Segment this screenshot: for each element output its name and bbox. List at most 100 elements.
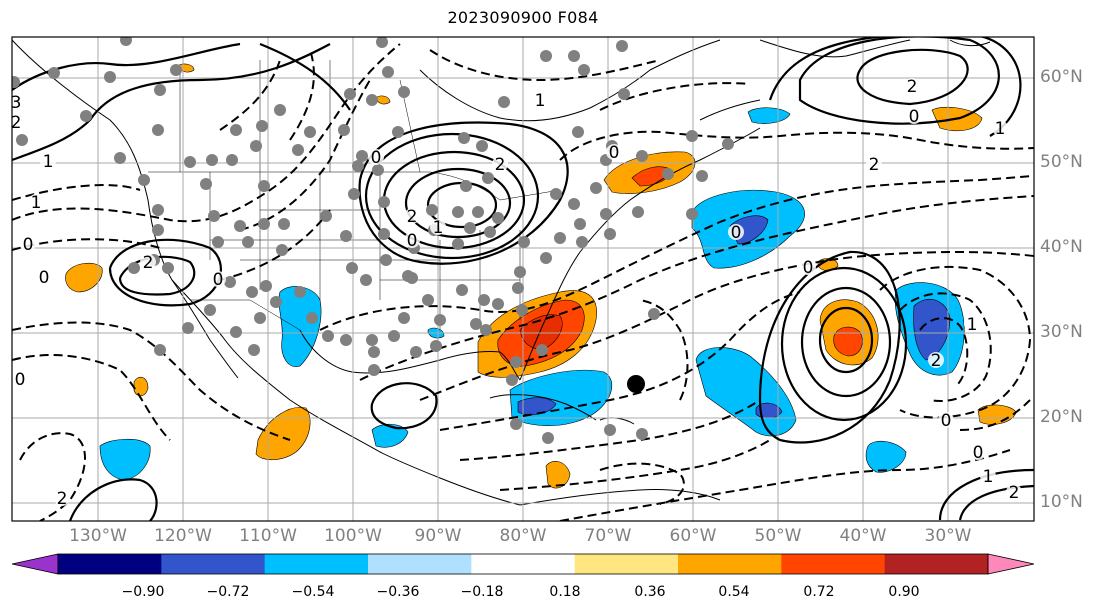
- lon-label-100: 100°W: [324, 526, 382, 546]
- station-dot: [696, 170, 708, 182]
- coastline-gulf: [299, 329, 521, 381]
- station-dot: [516, 304, 528, 316]
- contour-label: 2: [495, 155, 506, 175]
- contour-label: 0: [39, 268, 50, 288]
- station-dot: [498, 96, 510, 108]
- contour-label: 2: [869, 155, 880, 175]
- graticule: [12, 37, 1034, 521]
- contour-label-bg: [532, 92, 548, 108]
- station-dot: [344, 88, 356, 100]
- station-dot: [204, 304, 216, 316]
- station-dot: [260, 280, 272, 292]
- contour-label-bg: [12, 94, 24, 110]
- station-dot: [480, 324, 492, 336]
- station-dot: [234, 220, 246, 232]
- contour-dash-19: [219, 49, 315, 141]
- station-dot: [492, 298, 504, 310]
- colorbar-tick: 0.36: [634, 584, 666, 600]
- contour-label: 0: [609, 143, 620, 163]
- station-dot: [476, 140, 488, 152]
- contour-label-bg: [404, 232, 420, 248]
- lat-label-30: 30°N: [1040, 322, 1083, 342]
- contour-label: 0: [941, 411, 952, 431]
- contour-label-bg: [492, 156, 508, 172]
- station-dot: [278, 218, 290, 230]
- contour-label: 1: [983, 467, 994, 487]
- station-dot: [256, 120, 268, 132]
- station-dot: [376, 37, 388, 48]
- contour-label: 0: [371, 148, 382, 168]
- station-dot: [600, 208, 612, 220]
- station-dot: [402, 270, 414, 282]
- anomaly-gulf-lightblue: [371, 423, 409, 448]
- station-dot: [398, 312, 410, 324]
- contour-label: 1: [433, 218, 444, 238]
- contour-ne-high-3: [768, 37, 1022, 137]
- station-dot: [458, 132, 470, 144]
- station-dot: [152, 124, 164, 136]
- colorbar-tick: 0.90: [888, 584, 920, 600]
- colorbar-segment: [678, 554, 782, 574]
- contour-label-bg: [1006, 484, 1022, 500]
- colorbar-tick: 0.72: [803, 584, 835, 600]
- contour-label: 0: [909, 107, 920, 127]
- contour-low-ring-4: [364, 132, 540, 260]
- contour-dash-12: [499, 439, 771, 491]
- contour-label: 0: [803, 258, 814, 278]
- contour-dash-9: [419, 250, 1034, 401]
- station-dot: [80, 110, 92, 122]
- station-dot: [456, 284, 468, 296]
- contour-dash-4: [12, 321, 291, 441]
- coastlines: [12, 39, 991, 506]
- colorbar-segment: [781, 554, 886, 574]
- station-dot: [542, 432, 554, 444]
- contour-label-bg: [938, 412, 954, 428]
- contour-nw-1: [12, 42, 241, 91]
- contour-label: 3: [11, 93, 22, 113]
- contour-dash-10: [439, 291, 801, 431]
- coastline-iceland: [949, 39, 991, 47]
- lon-label-60: 60°W: [669, 526, 717, 546]
- anomaly-small-orange-3: [375, 95, 391, 105]
- contour-label: 1: [995, 119, 1006, 139]
- contour-label-bg: [54, 490, 70, 506]
- station-dot: [226, 154, 238, 166]
- colorbar-segment: [161, 554, 266, 574]
- contour-dash-23: [959, 399, 1031, 431]
- station-dot: [590, 182, 602, 194]
- station-dot: [514, 266, 526, 278]
- station-dot: [518, 236, 530, 248]
- station-dot: [632, 206, 644, 218]
- anomaly-mid-atlantic-blue: [755, 402, 783, 419]
- contour-label-bg: [980, 468, 996, 484]
- contour-label: 0: [407, 231, 418, 251]
- station-dot: [550, 188, 562, 200]
- coastline-east: [519, 127, 761, 381]
- contour-label: 0: [973, 443, 984, 463]
- contour-nw-3: [259, 42, 351, 111]
- station-dot: [152, 204, 164, 216]
- station-dots: [12, 37, 734, 444]
- station-dot: [230, 326, 242, 338]
- station-dot: [182, 322, 194, 334]
- colorbar-segment: [574, 554, 679, 574]
- lat-label-60: 60°N: [1040, 67, 1083, 87]
- colorbar-tick: 0.18: [549, 584, 581, 600]
- contour-dash-5: [12, 354, 171, 441]
- contour-label-bg: [20, 236, 36, 252]
- station-dot: [254, 312, 266, 324]
- colorbar-high-cap: [987, 553, 1035, 575]
- lat-label-20: 20°N: [1040, 407, 1083, 427]
- station-dot: [340, 334, 352, 346]
- station-dot: [200, 178, 212, 190]
- station-dot: [472, 206, 484, 218]
- station-dot: [478, 294, 490, 306]
- colorbar-tick: −0.36: [376, 584, 420, 600]
- station-dot: [512, 282, 524, 294]
- contour-label: 2: [57, 489, 68, 509]
- station-dot: [368, 346, 380, 358]
- contour-label: 2: [11, 113, 22, 133]
- station-dot: [506, 374, 518, 386]
